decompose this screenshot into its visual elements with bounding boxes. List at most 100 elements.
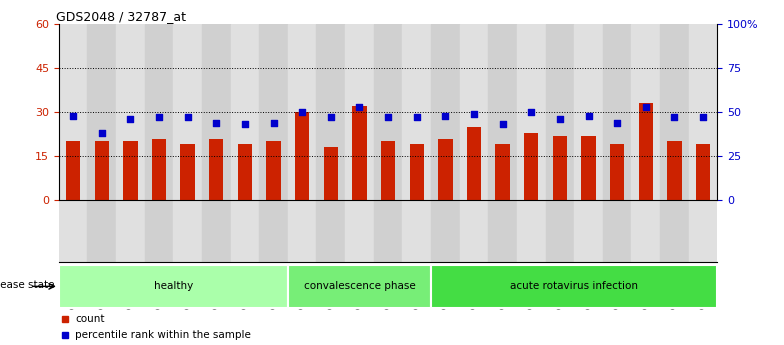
FancyBboxPatch shape xyxy=(59,265,288,308)
Bar xyxy=(374,24,402,200)
Bar xyxy=(116,24,145,200)
Bar xyxy=(431,24,459,200)
Bar xyxy=(402,200,431,262)
Bar xyxy=(116,200,145,262)
Bar xyxy=(173,200,202,262)
Bar xyxy=(345,24,374,200)
Bar xyxy=(639,104,653,200)
Bar xyxy=(88,200,116,262)
Bar xyxy=(603,200,631,262)
Text: count: count xyxy=(75,314,105,324)
FancyBboxPatch shape xyxy=(431,265,717,308)
Bar xyxy=(267,141,281,200)
Point xyxy=(439,113,452,118)
Point xyxy=(411,115,423,120)
Bar xyxy=(324,147,338,200)
Bar xyxy=(574,200,603,262)
Text: acute rotavirus infection: acute rotavirus infection xyxy=(510,282,638,291)
Point xyxy=(96,130,108,136)
Bar xyxy=(123,141,137,200)
Bar xyxy=(524,133,539,200)
Point xyxy=(668,115,681,120)
Bar xyxy=(95,141,109,200)
Bar xyxy=(459,200,488,262)
Bar xyxy=(459,24,488,200)
Point xyxy=(640,104,652,110)
Point xyxy=(468,111,481,117)
Bar xyxy=(688,24,717,200)
Text: GDS2048 / 32787_at: GDS2048 / 32787_at xyxy=(56,10,186,23)
Point xyxy=(238,122,251,127)
Bar xyxy=(438,139,452,200)
Bar xyxy=(260,200,288,262)
Text: percentile rank within the sample: percentile rank within the sample xyxy=(75,330,251,339)
Bar xyxy=(488,200,517,262)
Bar xyxy=(546,24,574,200)
Text: convalescence phase: convalescence phase xyxy=(303,282,416,291)
Bar xyxy=(202,200,230,262)
Text: healthy: healthy xyxy=(154,282,193,291)
Bar xyxy=(631,200,660,262)
Bar xyxy=(660,200,688,262)
Point xyxy=(181,115,194,120)
Bar xyxy=(317,200,345,262)
Bar xyxy=(238,144,252,200)
Bar xyxy=(295,112,310,200)
Bar xyxy=(145,200,173,262)
Point xyxy=(525,109,538,115)
Bar xyxy=(660,24,688,200)
Bar xyxy=(173,24,202,200)
Point xyxy=(353,104,365,110)
Point xyxy=(583,113,595,118)
Bar xyxy=(66,141,80,200)
Point xyxy=(325,115,337,120)
Text: disease state: disease state xyxy=(0,280,55,289)
Bar xyxy=(517,24,546,200)
FancyBboxPatch shape xyxy=(288,265,431,308)
Bar xyxy=(409,144,424,200)
Point xyxy=(496,122,509,127)
Bar xyxy=(517,200,546,262)
Bar xyxy=(696,144,710,200)
Bar xyxy=(352,106,367,200)
Bar xyxy=(667,141,681,200)
Point xyxy=(210,120,223,126)
Point xyxy=(382,115,394,120)
Bar xyxy=(230,24,260,200)
Bar xyxy=(466,127,481,200)
Point xyxy=(153,115,165,120)
Point xyxy=(611,120,623,126)
Point xyxy=(124,116,136,122)
Bar xyxy=(546,200,574,262)
Bar xyxy=(209,139,223,200)
Bar xyxy=(553,136,567,200)
Bar xyxy=(603,24,631,200)
Bar xyxy=(202,24,230,200)
Bar xyxy=(688,200,717,262)
Bar xyxy=(402,24,431,200)
Bar xyxy=(374,200,402,262)
Bar xyxy=(145,24,173,200)
Bar xyxy=(59,24,88,200)
Bar xyxy=(610,144,624,200)
Point xyxy=(267,120,280,126)
Bar xyxy=(495,144,510,200)
Bar xyxy=(230,200,260,262)
Bar xyxy=(574,24,603,200)
Bar xyxy=(152,139,166,200)
Bar xyxy=(345,200,374,262)
Bar xyxy=(317,24,345,200)
Bar xyxy=(631,24,660,200)
Bar xyxy=(59,200,88,262)
Bar xyxy=(582,136,596,200)
Bar xyxy=(288,200,317,262)
Point xyxy=(296,109,308,115)
Bar xyxy=(431,200,459,262)
Bar xyxy=(260,24,288,200)
Bar xyxy=(381,141,395,200)
Point xyxy=(67,113,79,118)
Point xyxy=(697,115,710,120)
Bar xyxy=(288,24,317,200)
Bar xyxy=(88,24,116,200)
Bar xyxy=(180,144,194,200)
